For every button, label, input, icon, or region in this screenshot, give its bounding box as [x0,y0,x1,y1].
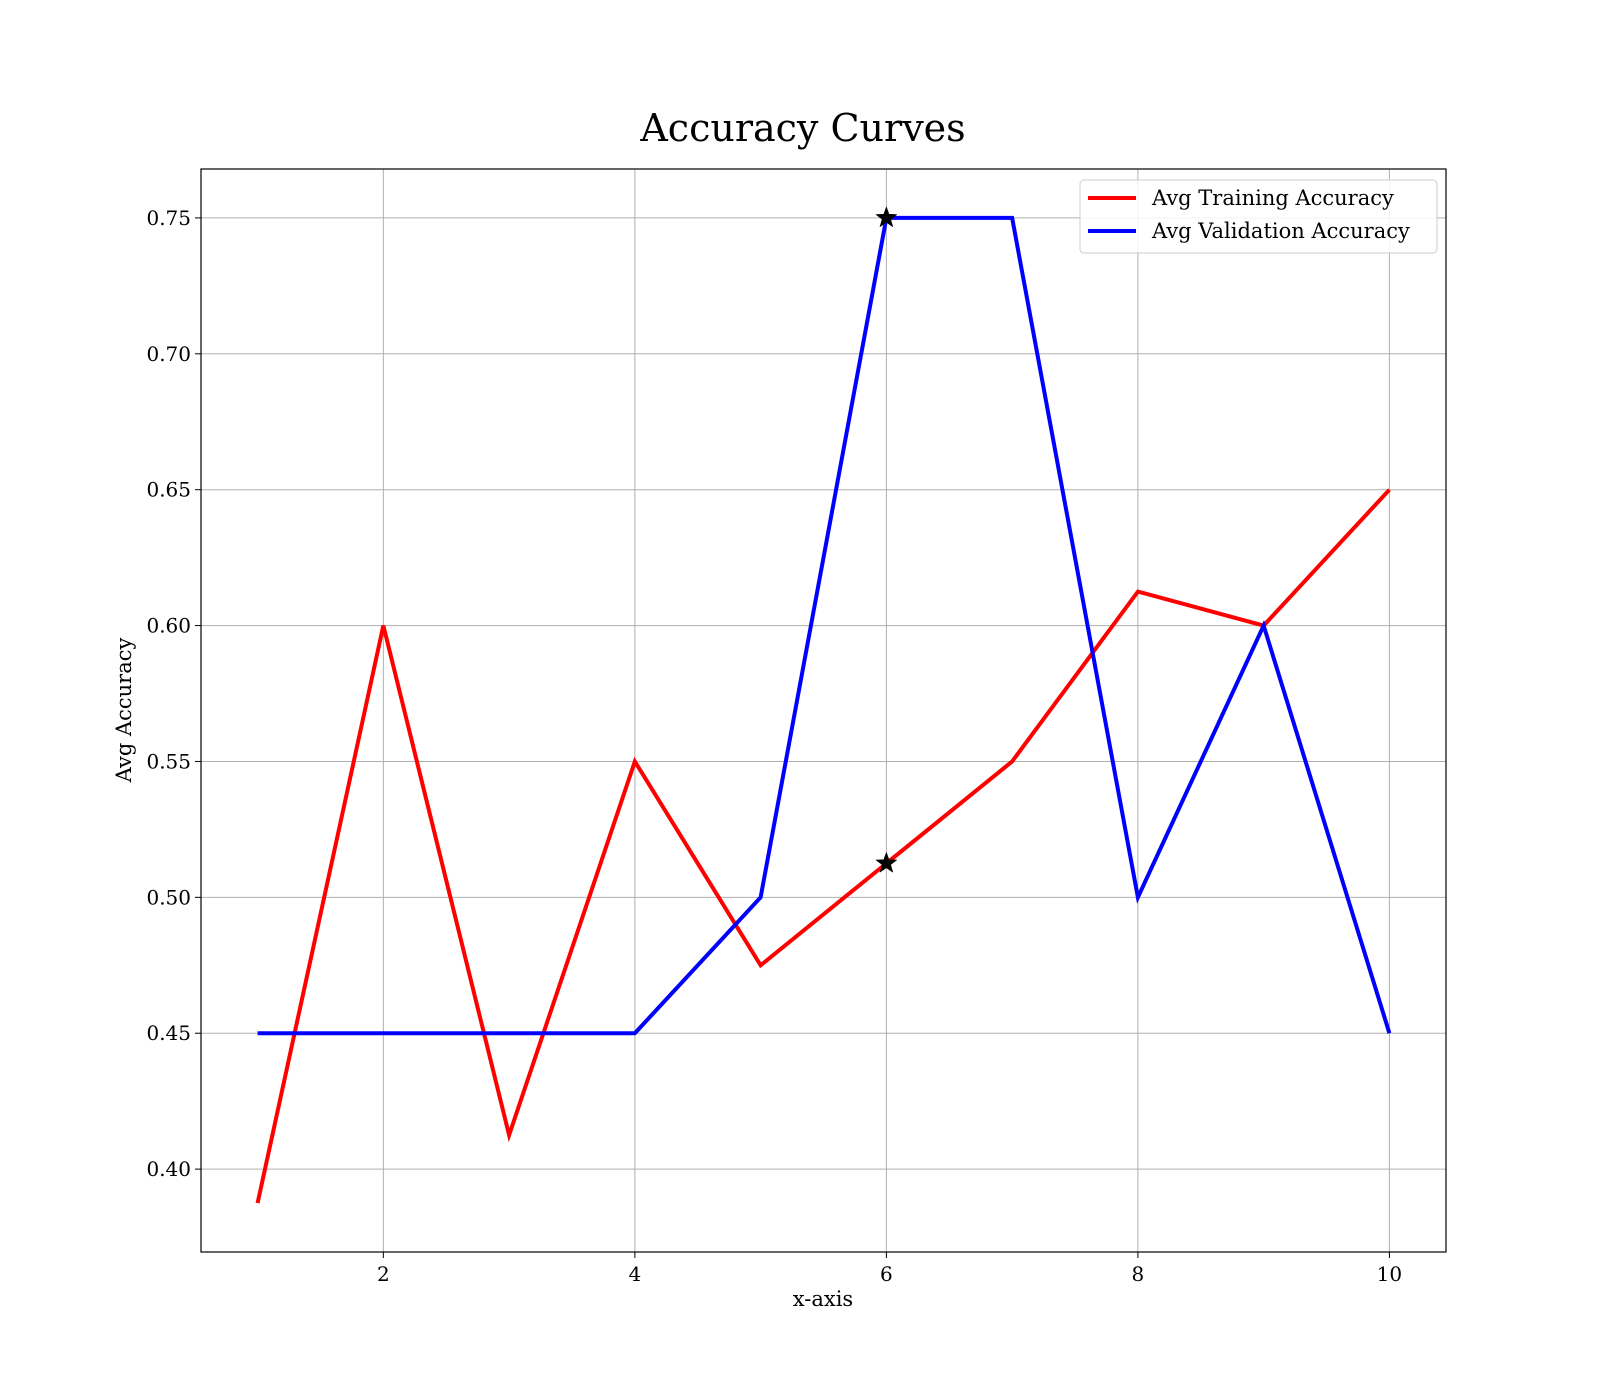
star-marker-2 [875,206,898,228]
series-layer [255,215,1392,1204]
legend-label-2: Avg Validation Accuracy [1151,219,1410,243]
series-line-1 [255,488,1391,1204]
legend-box [1079,179,1438,254]
y-tick-label: 0.70 [146,342,191,366]
grid [201,169,1446,1252]
plot-frame [200,168,1447,1253]
y-tick-label: 0.45 [146,1021,191,1045]
legend: Avg Training Accuracy Avg Validation Accu… [1079,179,1438,254]
x-tick-label: 4 [628,1262,641,1286]
x-tick-label: 2 [377,1262,390,1286]
x-tick-label: 10 [1377,1262,1402,1286]
x-tick-label: 8 [1132,1262,1145,1286]
series-line-2 [257,215,1392,1036]
y-tick-label: 0.65 [146,478,191,502]
legend-label-1: Avg Training Accuracy [1151,186,1394,210]
x-tick-label: 6 [880,1262,893,1286]
x-axis-label: x-axis [793,1287,853,1311]
y-tick-label: 0.50 [146,885,191,909]
x-ticks: 2 4 6 8 10 [377,1252,1402,1286]
y-tick-label: 0.40 [146,1157,191,1181]
marker-layer [875,206,898,873]
y-ticks: 0.40 0.45 0.50 0.55 0.60 0.65 0.70 0.75 [146,206,201,1181]
y-tick-label: 0.55 [146,749,191,773]
star-marker-1 [875,851,898,873]
chart-title: Accuracy Curves [639,106,965,150]
y-tick-label: 0.75 [146,206,191,230]
y-tick-label: 0.60 [146,614,191,638]
y-axis-label: Avg Accuracy [112,638,136,784]
